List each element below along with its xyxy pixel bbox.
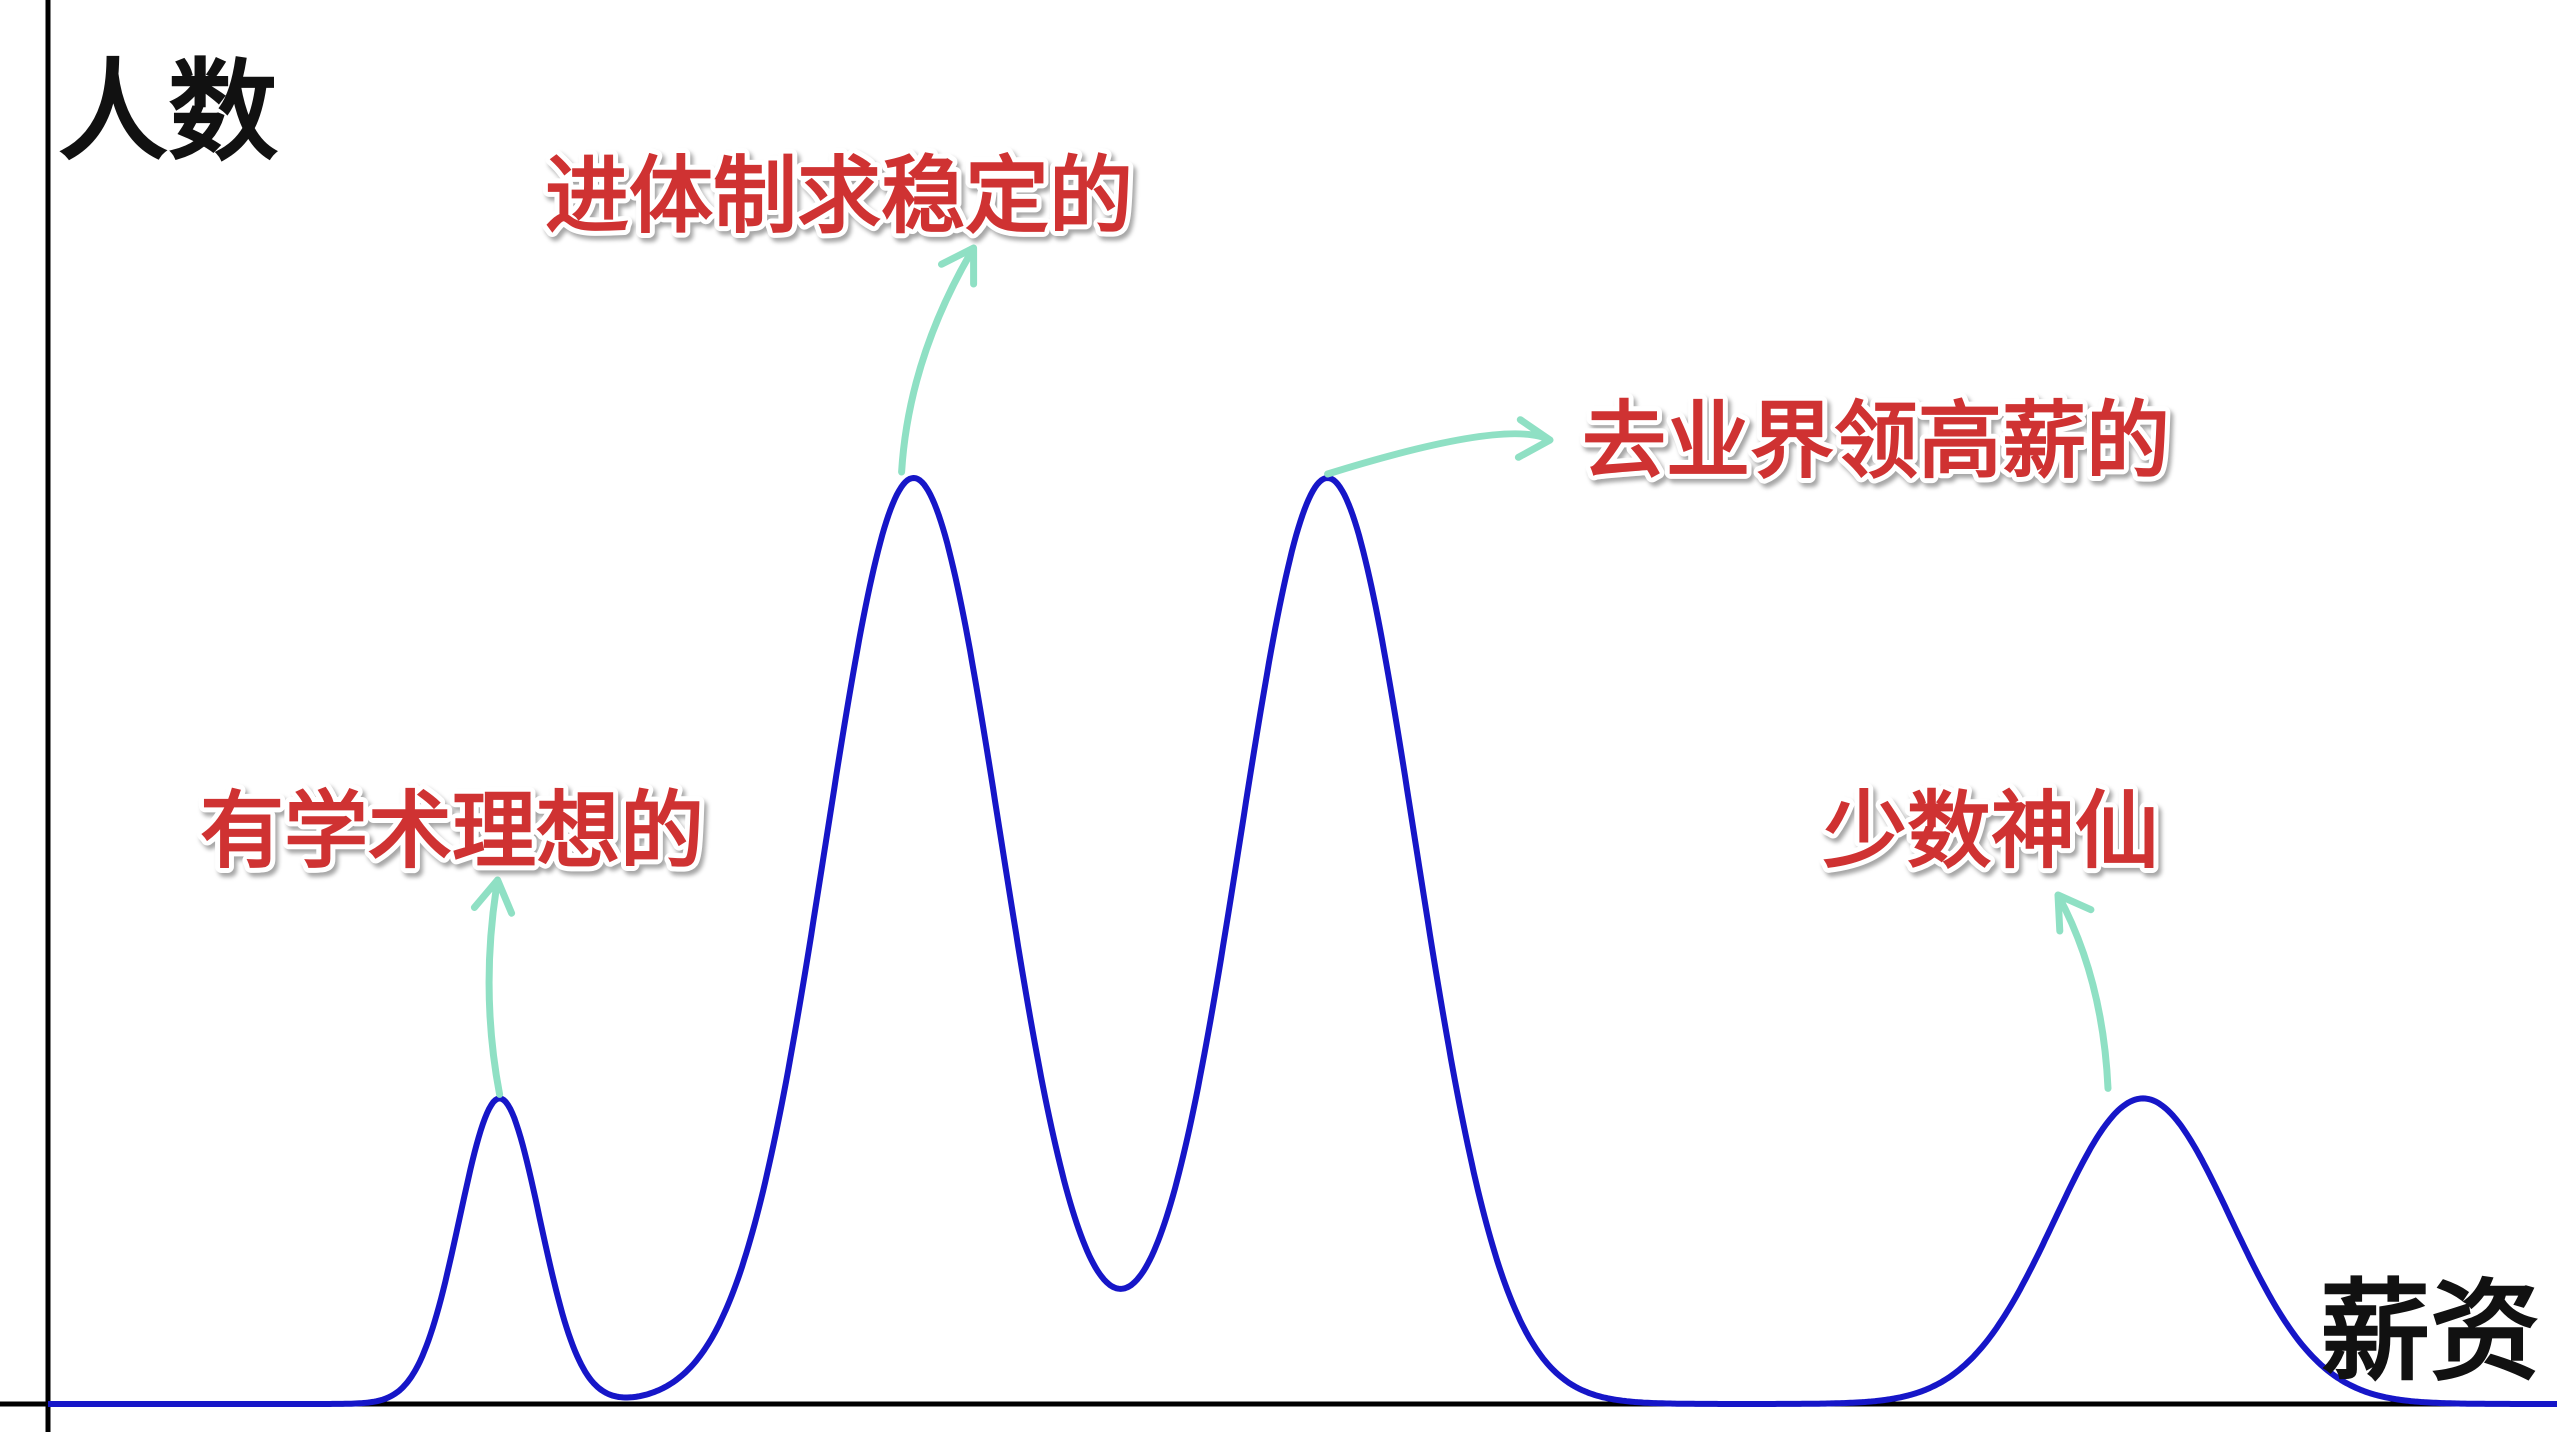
x-axis-label: 薪资: [2320, 1268, 2540, 1396]
annotation-label-academic: 有学术理想的: [200, 781, 704, 880]
annotation-arrow-industry: [1324, 416, 1554, 478]
y-axis-label: 人数: [58, 48, 278, 176]
annotation-label-genius: 少数神仙: [1823, 781, 2159, 880]
annotation-arrow-academic: [470, 876, 516, 1098]
annotation-label-industry: 去业界领高薪的: [1582, 391, 2170, 490]
annotation-label-civil-service: 进体制求稳定的: [545, 146, 1133, 245]
annotation-arrow-genius: [2054, 891, 2112, 1092]
annotation-arrow-civil-service: [898, 244, 978, 476]
series-curve: [47, 475, 2557, 1407]
